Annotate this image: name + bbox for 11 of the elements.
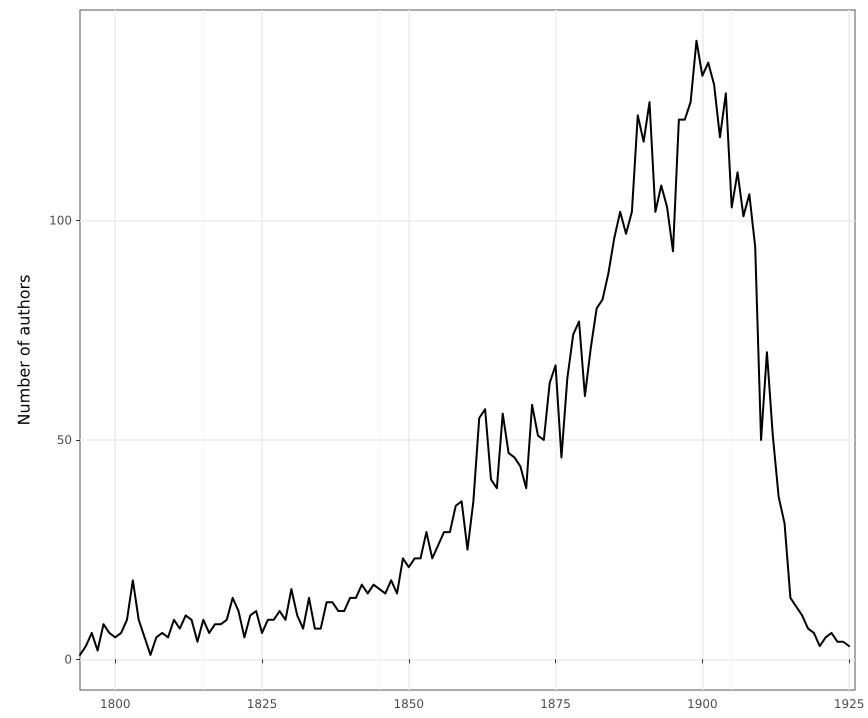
x-tick-label: 1825 — [246, 697, 278, 711]
x-tick-label: 1875 — [540, 697, 571, 711]
x-tick-label: 1850 — [394, 697, 424, 711]
x-tick-label: 1800 — [100, 697, 130, 711]
y-tick-label: 50 — [56, 432, 72, 447]
y-axis-title: Number of authors — [14, 274, 34, 426]
x-tick-label: 1900 — [687, 697, 718, 711]
line-series — [79, 40, 850, 656]
y-tick-label: 0 — [64, 652, 72, 666]
x-tick-label: 1925 — [834, 697, 864, 711]
y-tick-label: 100 — [49, 214, 72, 228]
